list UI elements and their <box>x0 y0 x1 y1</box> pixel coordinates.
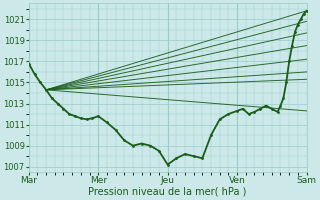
X-axis label: Pression niveau de la mer( hPa ): Pression niveau de la mer( hPa ) <box>88 187 247 197</box>
